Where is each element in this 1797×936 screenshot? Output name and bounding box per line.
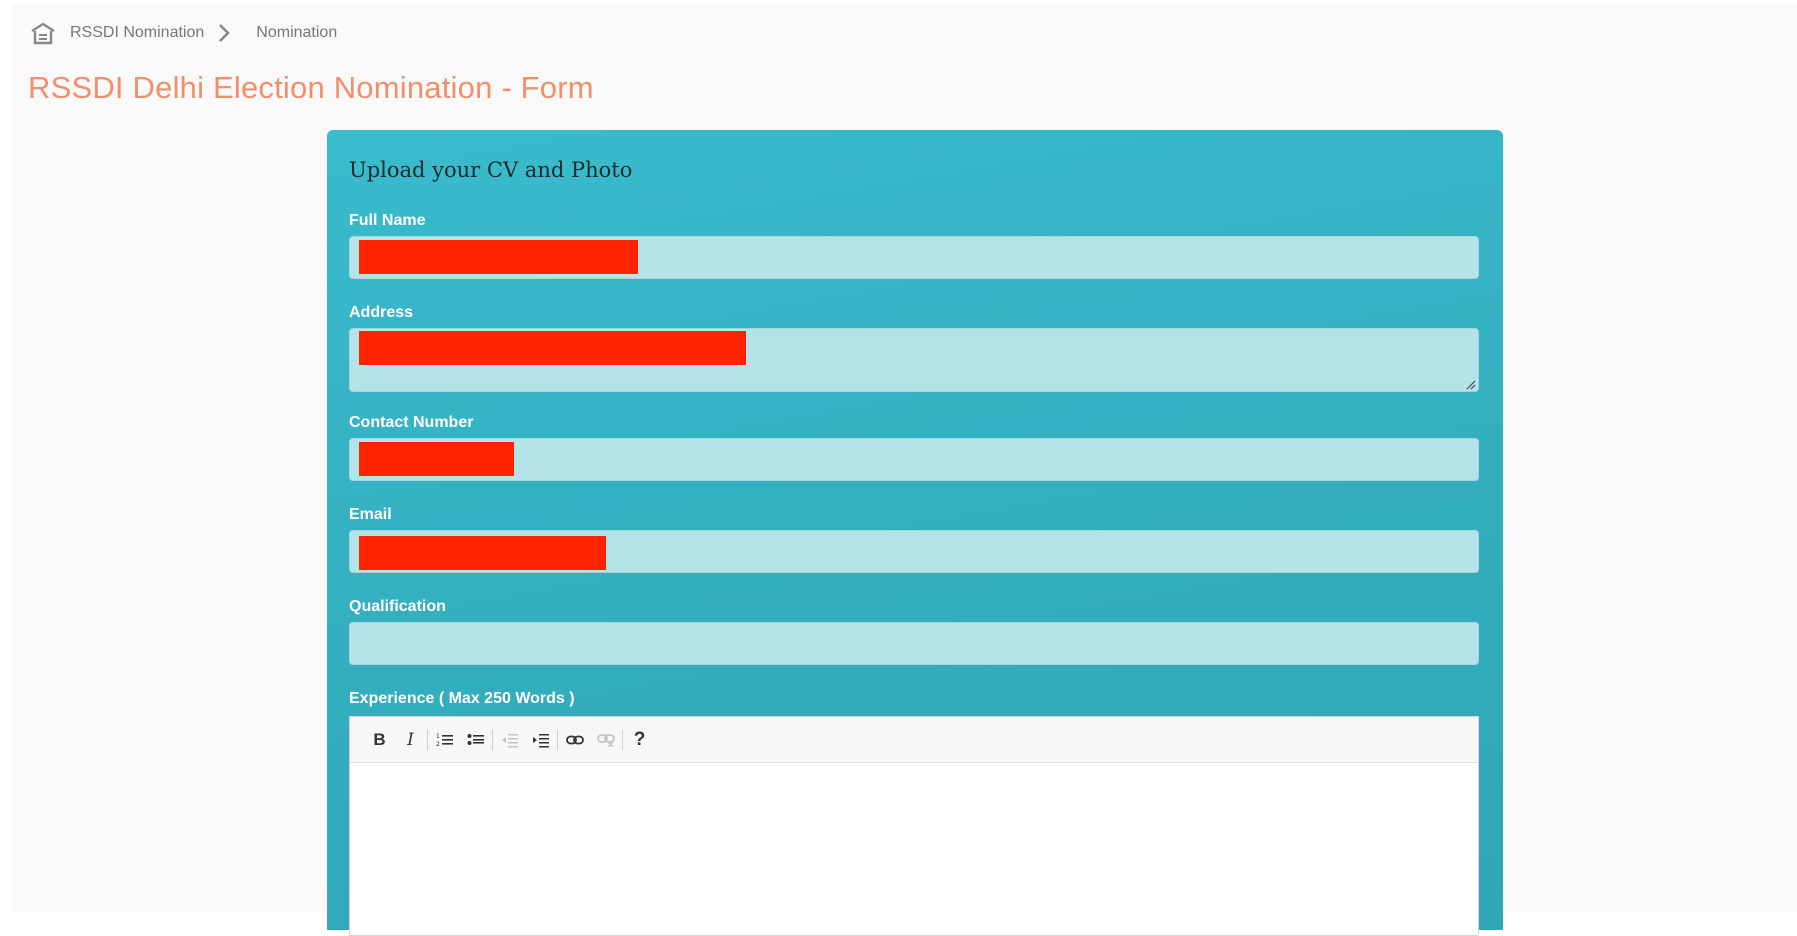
editor-toolbar: B I 1 2 [350, 717, 1478, 763]
page-title: RSSDI Delhi Election Nomination - Form [28, 70, 594, 105]
svg-text:2: 2 [436, 741, 440, 748]
experience-label: Experience ( Max 250 Words ) [349, 690, 575, 707]
bulleted-list-icon[interactable] [460, 725, 491, 755]
svg-text:1: 1 [436, 733, 440, 740]
numbered-list-icon[interactable]: 1 2 [429, 725, 460, 755]
indent-icon[interactable] [525, 725, 556, 755]
toolbar-divider [492, 729, 493, 750]
email-input[interactable] [349, 530, 1479, 573]
contact-number-input[interactable] [349, 438, 1479, 481]
italic-button[interactable]: I [407, 729, 414, 750]
redacted-value [359, 536, 606, 570]
toolbar-divider [622, 729, 623, 750]
chevron-right-icon [218, 22, 234, 44]
redacted-value [359, 442, 514, 476]
nomination-form-card: Upload your CV and Photo Full Name Addre… [327, 130, 1503, 936]
email-label: Email [349, 506, 392, 523]
bold-button[interactable]: B [373, 729, 386, 749]
toolbar-divider [557, 729, 558, 750]
experience-rich-text-editor: B I 1 2 [349, 716, 1479, 936]
full-name-label: Full Name [349, 212, 426, 229]
address-textarea[interactable] [349, 328, 1479, 392]
redacted-value [359, 240, 638, 274]
experience-text-area[interactable] [350, 763, 1478, 933]
resize-handle-icon[interactable] [1464, 377, 1476, 390]
qualification-label: Qualification [349, 598, 446, 615]
contact-number-label: Contact Number [349, 414, 474, 431]
breadcrumb-link-rssdi-nomination[interactable]: RSSDI Nomination [70, 24, 205, 41]
form-heading: Upload your CV and Photo [349, 158, 633, 182]
redacted-value [359, 331, 746, 365]
breadcrumb-current-nomination: Nomination [256, 24, 338, 41]
breadcrumb: RSSDI Nomination Nomination [30, 18, 337, 48]
unlink-icon[interactable] [590, 725, 621, 755]
address-label: Address [349, 304, 414, 321]
help-button[interactable]: ? [633, 728, 646, 750]
link-icon[interactable] [559, 725, 590, 755]
home-icon[interactable] [30, 20, 58, 46]
full-name-input[interactable] [349, 236, 1479, 279]
toolbar-divider [427, 729, 428, 750]
qualification-input[interactable] [349, 622, 1479, 665]
outdent-icon[interactable] [494, 725, 525, 755]
page-background: RSSDI Nomination Nomination RSSDI Delhi … [12, 4, 1797, 936]
